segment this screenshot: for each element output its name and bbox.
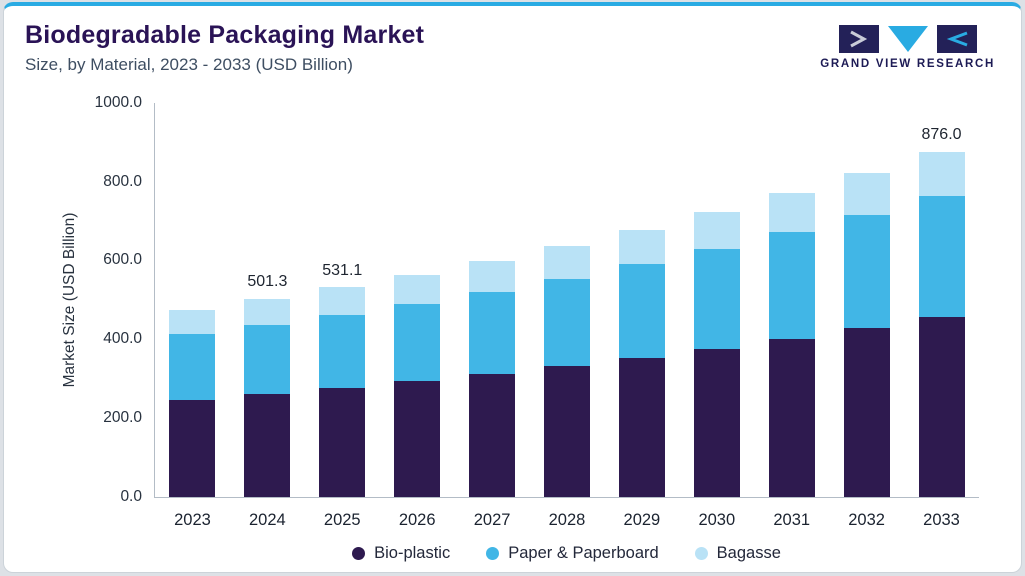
bar-value-label-2033: 876.0 [921,125,962,143]
bar-segment-2024-bio-plastic [244,394,291,497]
bar-segment-2024-paper-paperboard [244,324,291,395]
bar-segment-2029-paper-paperboard [618,264,665,358]
x-label-2031: 2031 [773,510,811,529]
bar-segment-2025-paper-paperboard [319,314,366,388]
bar-group-2026: 2026 [380,103,455,529]
bar-segment-2031-bagasse [768,192,815,233]
bar-segment-2030-bagasse [693,211,740,249]
brand-logo-marks-icon [838,25,977,53]
bar-segment-2027-bagasse [469,261,516,292]
brand-logo: GRAND VIEW RESEARCH [820,21,995,70]
brand-logo-text: GRAND VIEW RESEARCH [820,58,995,70]
bar-segment-2027-bio-plastic [469,374,516,497]
bar-segment-2023-bagasse [169,310,216,335]
bar-segment-2030-paper-paperboard [693,248,740,349]
bar-segment-2031-paper-paperboard [768,232,815,339]
legend-item-paper-paperboard: Paper & Paperboard [486,543,659,563]
bar-2033 [918,151,965,497]
page-subtitle: Size, by Material, 2023 - 2033 (USD Bill… [25,54,353,74]
bar-segment-2027-paper-paperboard [469,291,516,375]
legend-label: Bagasse [716,543,781,562]
bar-segment-2032-bio-plastic [843,328,890,497]
y-tick-0.0: 0.0 [120,487,142,505]
x-label-2023: 2023 [174,510,211,529]
bar-2023 [169,310,216,497]
bar-group-2033: 876.0 2033 [904,103,979,529]
legend-label: Bio-plastic [374,543,451,562]
legend-item-bagasse: Bagasse [694,543,781,563]
legend: Bio-plastic Paper & Paperboard Bagasse [154,544,979,563]
bar-2029 [618,229,665,497]
bar-group-2028: 2028 [530,103,605,529]
bar-segment-2026-paper-paperboard [394,303,441,382]
chart-card: Biodegradable Packaging Market Size, by … [3,2,1022,573]
x-label-2032: 2032 [848,510,885,529]
legend-marker-icon [486,546,500,560]
bar-segment-2025-bio-plastic [319,387,366,497]
bar-group-2023: 2023 [155,103,230,529]
x-label-2026: 2026 [398,510,436,529]
bar-segment-2023-paper-paperboard [169,334,216,400]
bar-2028 [543,246,590,497]
legend-item-bio-plastic: Bio-plastic [352,544,450,563]
bar-segment-2026-bagasse [394,274,441,304]
bar-segment-2025-bagasse [319,287,366,315]
bar-segment-2032-paper-paperboard [843,215,890,329]
bar-2026 [394,274,441,497]
bar-group-2024: 501.3 2024 [230,103,305,529]
bar-segment-2026-bio-plastic [394,381,441,497]
bar-group-2030: 2030 [679,103,754,529]
bar-segment-2033-paper-paperboard [918,196,965,318]
y-tick-800.0: 800.0 [103,172,142,190]
x-label-2028: 2028 [548,510,586,529]
legend-label: Paper & Paperboard [508,543,659,562]
bar-2030 [693,211,740,497]
x-label-2029: 2029 [623,510,661,529]
x-label-2025: 2025 [323,510,361,529]
bar-2025 [319,287,366,497]
page-title: Biodegradable Packaging Market [25,21,425,49]
bar-segment-2023-bio-plastic [169,399,216,497]
bars-row: 2023 501.3 2024 531.1 2025 2026 2027 2028 2029 20… [155,103,979,529]
bar-group-2032: 2032 [829,103,904,529]
x-label-2024: 2024 [249,510,286,529]
header: Biodegradable Packaging Market Size, by … [4,6,1021,81]
x-label-2033: 2033 [923,510,960,529]
legend-marker-icon [694,546,708,560]
bar-value-label-2024: 501.3 [247,273,288,291]
bar-2032 [843,172,890,497]
bar-segment-2030-bio-plastic [693,348,740,497]
y-tick-200.0: 200.0 [103,408,142,426]
x-label-2027: 2027 [473,510,511,529]
plot-area: Market Size (USD Billion) 0.0 200.0 400.0 6… [61,94,979,529]
y-tick-1000.0: 1000.0 [94,93,142,111]
bar-segment-2024-bagasse [244,299,291,325]
bar-segment-2028-bagasse [543,246,590,279]
bar-segment-2028-paper-paperboard [543,278,590,367]
x-label-2030: 2030 [698,510,736,529]
bar-group-2025: 531.1 2025 [305,103,380,529]
bar-segment-2032-bagasse [843,172,890,216]
header-text: Biodegradable Packaging Market Size, by … [25,21,424,75]
bar-segment-2028-bio-plastic [543,366,590,497]
bar-segment-2031-bio-plastic [768,338,815,497]
y-tick-600.0: 600.0 [103,251,142,269]
stacked-bar-chart: Market Size (USD Billion) 0.0 200.0 400.0 6… [61,94,979,563]
bar-2031 [768,192,815,497]
bar-segment-2029-bagasse [618,229,665,265]
legend-marker-icon [352,546,366,560]
y-tick-400.0: 400.0 [103,330,142,348]
bar-2027 [469,261,516,497]
y-axis-title: Market Size (USD Billion) [61,212,78,388]
bar-value-label-2025: 531.1 [322,261,363,279]
bar-2024 [244,299,291,497]
bar-group-2027: 2027 [455,103,530,529]
bar-group-2031: 2031 [754,103,829,529]
bar-segment-2029-bio-plastic [618,357,665,497]
bar-group-2029: 2029 [604,103,679,529]
bar-segment-2033-bagasse [918,151,965,197]
bar-segment-2033-bio-plastic [918,317,965,497]
